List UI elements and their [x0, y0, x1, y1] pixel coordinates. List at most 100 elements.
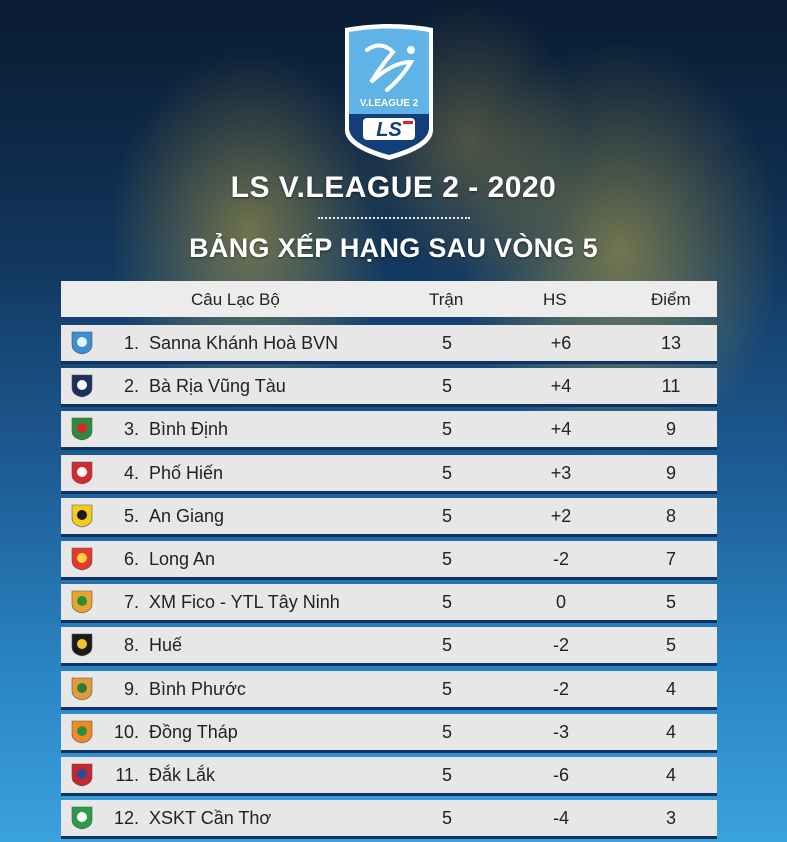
club-points: 9 — [665, 419, 676, 439]
table-row: 3. Bình Định 5 +4 9 — [61, 411, 717, 450]
club-rank: 12. — [113, 808, 139, 828]
club-badge-cell — [61, 411, 103, 447]
club-rank: 7. — [123, 592, 139, 612]
club-name: Đắk Lắk — [149, 765, 216, 785]
table-row: 4. Phố Hiến 5 +3 9 — [61, 455, 717, 494]
table-row: 6. Long An 5 -2 7 — [61, 541, 717, 580]
binh-phuoc-badge-icon — [71, 677, 93, 701]
club-points: 4 — [665, 765, 676, 785]
table-row: 7. XM Fico - YTL Tây Ninh 5 0 5 — [61, 584, 717, 623]
club-rank: 10. — [113, 722, 139, 742]
club-rank: 2. — [123, 376, 139, 396]
club-name: Bình Định — [149, 419, 229, 439]
goal-difference: -6 — [552, 765, 569, 785]
matches-played: 5 — [441, 333, 452, 353]
table-row: 2. Bà Rịa Vũng Tàu 5 +4 11 — [61, 368, 717, 407]
goal-difference: +4 — [550, 376, 572, 396]
club-badge-cell — [61, 671, 103, 707]
goal-difference: -2 — [552, 635, 569, 655]
club-name: Bà Rịa Vũng Tàu — [149, 376, 286, 396]
club-badge-cell — [61, 627, 103, 663]
dong-thap-badge-icon — [71, 720, 93, 744]
club-points: 4 — [665, 722, 676, 742]
club-badge-cell — [61, 584, 103, 620]
club-rank: 11. — [115, 765, 139, 785]
logo-sponsor-text: LS — [376, 119, 402, 141]
matches-played: 5 — [441, 506, 452, 526]
goal-difference: +6 — [550, 333, 572, 353]
club-badge-cell — [61, 498, 103, 534]
header-points: Điểm — [651, 290, 691, 309]
tay-ninh-badge-icon — [71, 590, 93, 614]
club-rank: 4. — [123, 463, 139, 483]
matches-played: 5 — [441, 376, 452, 396]
club-points: 5 — [665, 592, 676, 612]
goal-difference: +3 — [550, 463, 572, 483]
hue-badge-icon — [71, 633, 93, 657]
club-badge-cell — [61, 455, 103, 491]
club-name: Long An — [149, 549, 216, 569]
table-row: 9. Bình Phước 5 -2 4 — [61, 671, 717, 710]
table-row: 8. Huế 5 -2 5 — [61, 627, 717, 666]
logo-league-text: V.LEAGUE 2 — [360, 98, 419, 109]
goal-difference: -4 — [552, 808, 569, 828]
table-row: 10. Đồng Tháp 5 -3 4 — [61, 714, 717, 753]
club-points: 13 — [660, 333, 682, 353]
matches-played: 5 — [441, 419, 452, 439]
club-badge-cell — [61, 541, 103, 577]
matches-played: 5 — [441, 549, 452, 569]
matches-played: 5 — [441, 808, 452, 828]
can-tho-badge-icon — [71, 806, 93, 830]
table-row: 5. An Giang 5 +2 8 — [61, 498, 717, 537]
goal-difference: +2 — [550, 506, 572, 526]
table-row: 11. Đắk Lắk 5 -6 4 — [61, 757, 717, 796]
club-rank: 8. — [123, 635, 139, 655]
pho-hien-badge-icon — [71, 461, 93, 485]
matches-played: 5 — [441, 722, 452, 742]
goal-difference: -2 — [552, 549, 569, 569]
table-header: Câu Lạc Bộ Trận HS Điểm — [61, 281, 717, 317]
club-badge-cell — [61, 757, 103, 793]
club-rank: 9. — [123, 679, 139, 699]
club-points: 5 — [665, 635, 676, 655]
club-points: 9 — [665, 463, 676, 483]
club-name: Huế — [149, 635, 183, 655]
header-club: Câu Lạc Bộ — [191, 290, 280, 309]
ba-ria-vung-tau-badge-icon — [71, 374, 93, 398]
goal-difference: -2 — [552, 679, 569, 699]
matches-played: 5 — [441, 679, 452, 699]
table-row: 12. XSKT Cần Thơ 5 -4 3 — [61, 800, 717, 839]
club-badge-cell — [61, 368, 103, 404]
club-points: 3 — [665, 808, 676, 828]
page-subtitle: BẢNG XẾP HẠNG SAU VÒNG 5 — [189, 233, 598, 263]
goal-difference: -3 — [552, 722, 569, 742]
page-title: LS V.LEAGUE 2 - 2020 — [230, 171, 557, 204]
club-name: Bình Phước — [149, 679, 246, 699]
long-an-badge-icon — [71, 547, 93, 571]
header-goal-difference: HS — [543, 290, 567, 309]
club-name: Phố Hiến — [149, 463, 224, 483]
club-points: 7 — [665, 549, 676, 569]
club-rank: 6. — [123, 549, 139, 569]
matches-played: 5 — [441, 635, 452, 655]
club-rank: 1. — [123, 333, 139, 353]
matches-played: 5 — [441, 463, 452, 483]
header-played: Trận — [429, 290, 464, 309]
club-points: 11 — [661, 376, 681, 396]
club-name: An Giang — [149, 506, 225, 526]
club-badge-cell — [61, 325, 103, 361]
club-name: XSKT Cần Thơ — [149, 808, 272, 828]
matches-played: 5 — [441, 592, 452, 612]
khanh-hoa-badge-icon — [71, 331, 93, 355]
club-rank: 3. — [123, 419, 139, 439]
club-badge-cell — [61, 714, 103, 750]
title-divider — [318, 217, 470, 219]
an-giang-badge-icon — [71, 504, 93, 528]
matches-played: 5 — [441, 765, 452, 785]
dak-lak-badge-icon — [71, 763, 93, 787]
club-points: 8 — [665, 506, 676, 526]
club-points: 4 — [665, 679, 676, 699]
table-row: 1. Sanna Khánh Hoà BVN 5 +6 13 — [61, 325, 717, 364]
goal-difference: +4 — [550, 419, 572, 439]
club-name: Sanna Khánh Hoà BVN — [149, 333, 339, 353]
